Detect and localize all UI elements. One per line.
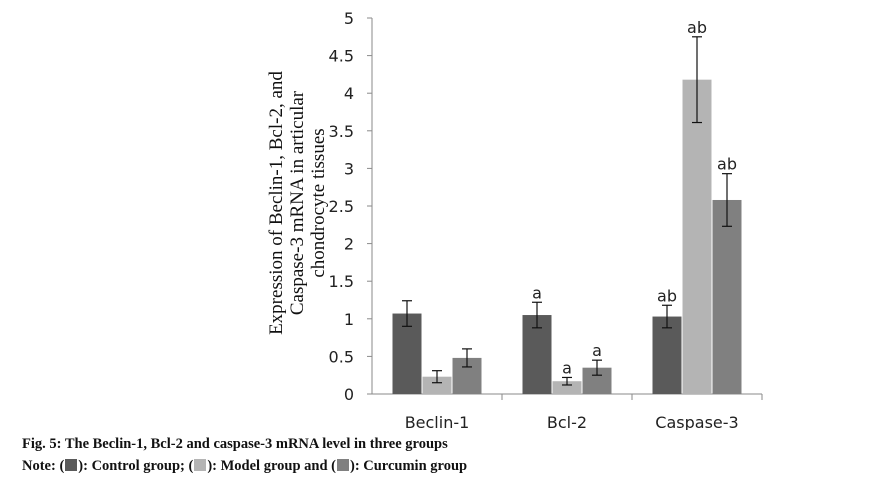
y-tick-label: 2 [344, 235, 354, 254]
control-swatch [65, 459, 78, 471]
y-axis-label: Expression of Beclin-1, Bcl-2, and Caspas… [266, 71, 329, 335]
y-tick-label: 0.5 [329, 347, 354, 366]
significance-label: a [592, 341, 602, 360]
y-tick-label: 4 [344, 84, 354, 103]
y-tick-label: 3 [344, 159, 354, 178]
y-axis-label-line: chondrocyte tissues [308, 128, 329, 277]
bar [682, 79, 712, 394]
note-prefix: Note: ( [22, 458, 65, 474]
y-tick-label: 2.5 [329, 197, 354, 216]
y-tick-label: 5 [344, 9, 354, 28]
legend-note: Note: ( ): Control group; ( ): Model group… [22, 458, 467, 475]
significance-label: a [562, 358, 572, 377]
significance-label: ab [717, 155, 737, 174]
bars: a a a ab ab ab [392, 18, 742, 394]
note-curcumin: ): Curcumin group [349, 458, 468, 474]
figure-caption: Fig. 5: The Beclin-1, Bcl-2 and caspase-… [22, 436, 448, 452]
bar [712, 199, 742, 394]
significance-label: a [532, 283, 542, 302]
y-tick-label: 3.5 [329, 122, 354, 141]
note-model: ): Model group and ( [207, 458, 336, 474]
note-control: ): Control group; ( [78, 458, 194, 474]
y-tick-label: 0 [344, 385, 354, 404]
category-label: Beclin-1 [405, 413, 470, 430]
category-label: Bcl-2 [547, 413, 587, 430]
significance-label: ab [657, 286, 677, 305]
y-axis-label-line: Expression of Beclin-1, Bcl-2, and [266, 71, 287, 335]
category-label: Caspase-3 [655, 413, 738, 430]
x-axis-categories: Beclin-1 Bcl-2 Caspase-3 [405, 413, 739, 430]
y-axis-ticks: 0 0.5 1 1.5 2 2.5 3 3.5 4 4.5 5 [329, 9, 372, 404]
bar [392, 313, 422, 394]
bar [652, 316, 682, 394]
y-tick-label: 4.5 [329, 47, 354, 66]
y-tick-label: 1.5 [329, 272, 354, 291]
curcumin-swatch [336, 459, 349, 471]
bar-chart: Expression of Beclin-1, Bcl-2, and Caspas… [266, 9, 763, 430]
y-axis-label-rotated: Expression of Beclin-1, Bcl-2, and Caspas… [266, 71, 329, 335]
bar [422, 376, 452, 394]
y-axis-label-line: Caspase-3 mRNA in articular [287, 90, 308, 315]
significance-label: ab [687, 18, 707, 37]
y-tick-label: 1 [344, 310, 354, 329]
model-swatch [194, 459, 207, 471]
bar [552, 381, 582, 394]
